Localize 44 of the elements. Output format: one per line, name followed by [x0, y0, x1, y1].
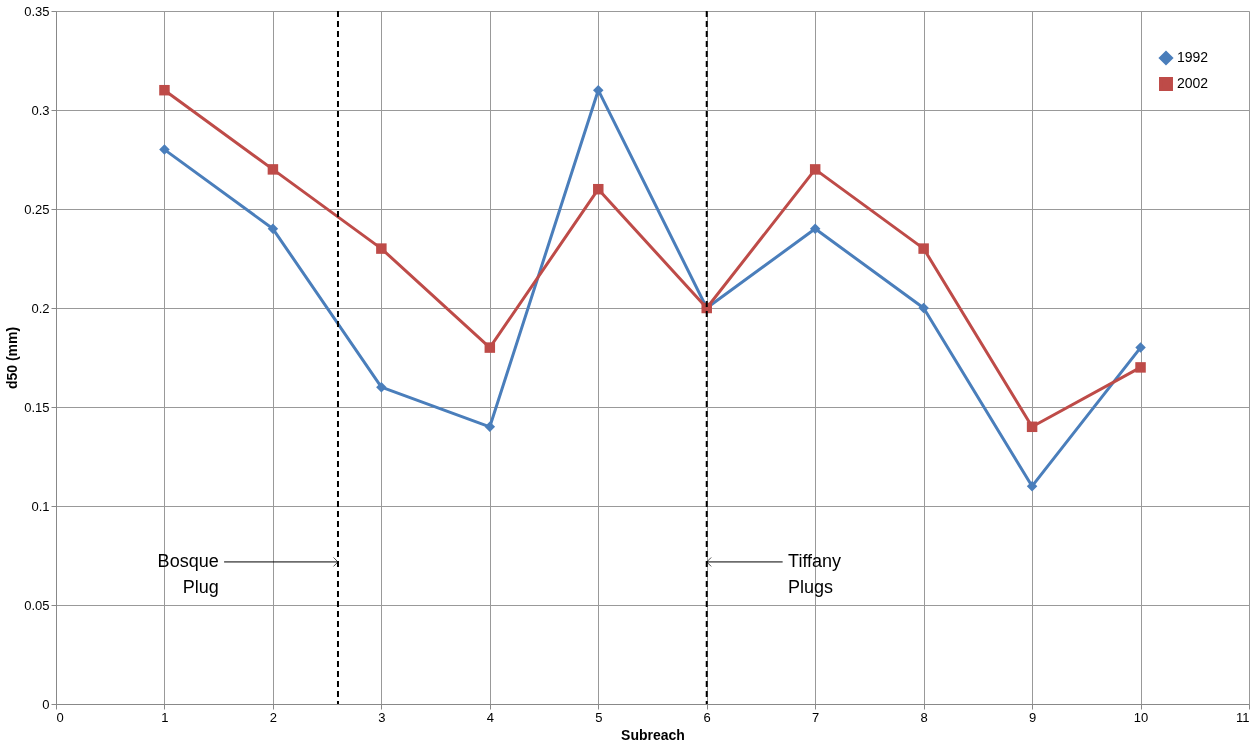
point [484, 421, 496, 433]
legend-label: 2002 [1177, 75, 1209, 91]
ref-line-label: Bosque Plug [157, 550, 219, 597]
y-tick-label: 0.3 [31, 102, 50, 118]
x-tick-label: 11 [1236, 709, 1250, 725]
x-tick-label: 2 [269, 709, 278, 725]
point [918, 302, 929, 314]
y-axis-title: d50 (mm) [4, 326, 21, 390]
point [376, 381, 387, 393]
x-tick-label: 7 [812, 709, 820, 725]
point [159, 84, 170, 96]
point [918, 243, 929, 254]
point [1026, 421, 1038, 433]
point [809, 164, 821, 175]
y-tick-label: 0.2 [31, 300, 50, 316]
x-tick-label: 0 [56, 709, 64, 725]
y-tick-label: 0.1 [31, 498, 50, 514]
legend-label: 1992 [1177, 49, 1209, 65]
x-tick-label: 5 [595, 709, 603, 725]
point [159, 144, 170, 155]
point [267, 223, 279, 235]
point [593, 183, 604, 195]
x-tick-label: 9 [1028, 709, 1037, 725]
x-axis-title: Subreach [621, 726, 685, 743]
x-tick-label: 8 [920, 709, 928, 725]
point [1135, 362, 1146, 373]
ref-line-label: Tiffany Plugs [788, 550, 842, 597]
y-tick-label: 0.15 [24, 399, 50, 415]
point [593, 84, 604, 96]
y-tick-label: 0.05 [24, 597, 50, 613]
point [484, 342, 496, 353]
point [376, 243, 387, 254]
x-tick-label: 10 [1133, 709, 1149, 725]
x-tick-label: 4 [486, 709, 494, 725]
y-tick-label: 0 [42, 696, 50, 712]
point [267, 164, 279, 175]
x-tick-label: 6 [703, 709, 711, 725]
point [809, 223, 821, 235]
x-tick-label: 1 [161, 709, 169, 725]
y-tick-label: 0.35 [24, 3, 50, 19]
point [1026, 480, 1038, 492]
point [1135, 342, 1146, 353]
y-tick-label: 0.25 [24, 201, 50, 217]
x-tick-label: 3 [378, 709, 386, 725]
